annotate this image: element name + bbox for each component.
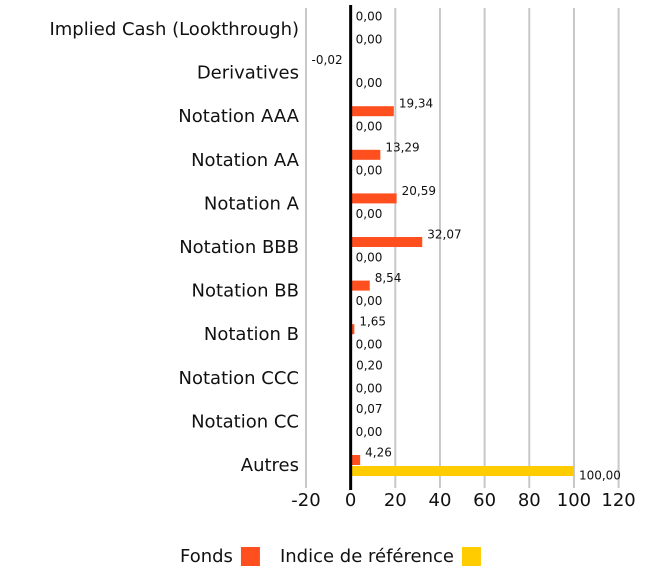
value-label: 0,00 — [356, 10, 383, 24]
value-label: 8,54 — [375, 271, 402, 285]
bar — [350, 106, 394, 117]
x-tick-label: 60 — [473, 490, 496, 511]
bar — [350, 280, 370, 291]
category-label: Autres — [241, 455, 299, 476]
category-label: Derivatives — [197, 63, 299, 84]
value-label: -0,02 — [312, 53, 343, 67]
bar — [350, 237, 423, 247]
x-tick-label: 100 — [557, 490, 591, 511]
category-label: Notation CCC — [179, 368, 299, 389]
value-label: 0,00 — [356, 163, 383, 177]
value-label: 20,59 — [402, 184, 436, 198]
bar — [350, 193, 397, 204]
value-label: 32,07 — [427, 228, 461, 242]
category-label: Implied Cash (Lookthrough) — [49, 19, 299, 40]
value-label: 0,00 — [356, 76, 383, 90]
value-label: 0,00 — [356, 425, 383, 439]
x-tick-label: 80 — [518, 490, 541, 511]
value-label: 19,34 — [399, 97, 433, 111]
value-label: 13,29 — [385, 140, 419, 154]
bar — [350, 324, 355, 335]
value-label: 1,65 — [359, 315, 386, 329]
value-label: 0,00 — [356, 33, 383, 47]
category-label: Notation B — [204, 324, 299, 345]
value-label: 0,00 — [356, 381, 383, 395]
x-tick-label: 120 — [601, 490, 635, 511]
value-label: 0,00 — [356, 251, 383, 265]
x-tick-label: -20 — [291, 490, 320, 511]
value-label: 0,00 — [356, 120, 383, 134]
category-label: Notation CC — [191, 411, 299, 432]
legend-swatch — [461, 547, 481, 566]
bar — [350, 466, 574, 476]
legend-label: Indice de référence — [280, 546, 454, 567]
value-label: 0,07 — [356, 402, 383, 416]
x-tick-label: 20 — [384, 490, 407, 511]
value-label: 4,26 — [365, 446, 392, 460]
category-label: Notation AAA — [178, 106, 299, 127]
category-label: Notation A — [204, 193, 300, 214]
bar — [350, 149, 381, 160]
legend-label: Fonds — [180, 546, 233, 567]
x-tick-label: 0 — [345, 490, 356, 511]
bar — [350, 455, 361, 465]
value-label: 0,20 — [356, 358, 383, 372]
value-label: 0,00 — [356, 294, 383, 308]
x-tick-label: 40 — [429, 490, 452, 511]
category-label: Notation AA — [191, 150, 300, 171]
value-label: 100,00 — [579, 469, 621, 483]
legend-swatch — [240, 547, 260, 566]
value-label: 0,00 — [356, 207, 383, 221]
category-label: Notation BBB — [179, 237, 299, 258]
category-label: Notation BB — [192, 281, 299, 302]
value-label: 0,00 — [356, 338, 383, 352]
